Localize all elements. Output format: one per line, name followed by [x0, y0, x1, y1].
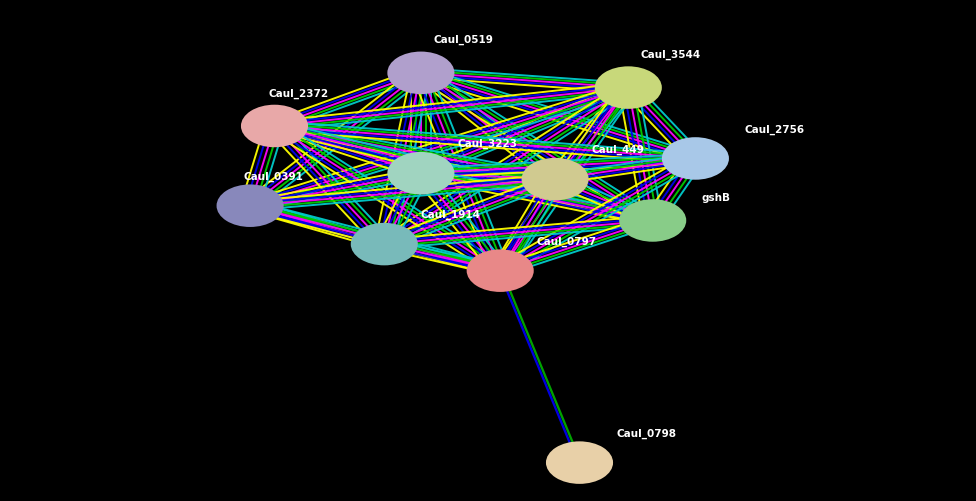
Text: Caul_449: Caul_449	[591, 145, 644, 155]
Text: Caul_0391: Caul_0391	[244, 171, 304, 181]
Ellipse shape	[387, 53, 455, 95]
Text: gshB: gshB	[702, 192, 730, 202]
Ellipse shape	[546, 441, 613, 484]
Ellipse shape	[662, 138, 729, 180]
Ellipse shape	[594, 67, 662, 110]
Text: Caul_0519: Caul_0519	[433, 35, 493, 46]
Text: Caul_1914: Caul_1914	[421, 209, 481, 220]
Ellipse shape	[521, 158, 589, 201]
Ellipse shape	[619, 200, 686, 242]
Text: Caul_2756: Caul_2756	[745, 124, 804, 134]
Text: Caul_3223: Caul_3223	[458, 139, 517, 149]
Ellipse shape	[217, 185, 284, 227]
Ellipse shape	[350, 223, 418, 266]
Text: Caul_0798: Caul_0798	[616, 428, 676, 438]
Text: Caul_3544: Caul_3544	[640, 50, 701, 60]
Ellipse shape	[241, 106, 308, 148]
Text: Caul_0797: Caul_0797	[537, 236, 597, 246]
Text: Caul_2372: Caul_2372	[268, 88, 329, 98]
Ellipse shape	[467, 250, 534, 293]
Ellipse shape	[387, 153, 455, 195]
